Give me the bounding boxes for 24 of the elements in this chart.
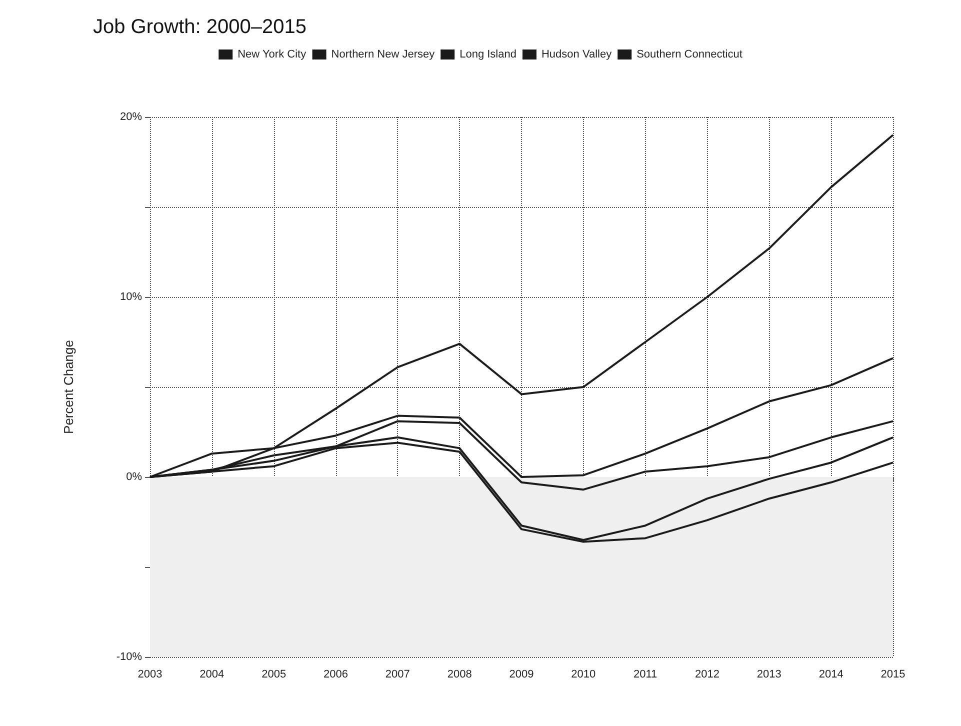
x-tick-label: 2004 — [200, 668, 224, 680]
y-axis-title: Percent Change — [61, 340, 76, 434]
x-tick-label: 2012 — [695, 668, 720, 680]
y-tick-label: 0% — [126, 471, 142, 483]
x-tick-label: 2015 — [880, 668, 906, 680]
legend-label: Hudson Valley — [541, 48, 612, 60]
x-tick-label: 2011 — [634, 668, 658, 680]
x-tick-label: 2010 — [571, 668, 596, 680]
x-tick-label: 2009 — [509, 668, 534, 680]
x-tick-label: 2007 — [385, 668, 410, 680]
x-tick-label: 2014 — [818, 668, 844, 680]
legend-label: New York City — [238, 48, 307, 60]
y-tick-label: 20% — [120, 111, 142, 123]
legend-label: Northern New Jersey — [331, 48, 436, 60]
x-tick-label: 2013 — [756, 668, 782, 680]
chart-title: Job Growth: 2000–2015 — [93, 16, 306, 38]
legend-label: Southern Connecticut — [636, 48, 742, 60]
y-tick-label: -10% — [116, 651, 142, 663]
x-tick-label: 2003 — [138, 668, 162, 680]
y-tick-label: 10% — [120, 291, 142, 303]
legend-label: Long Island — [460, 48, 516, 60]
x-tick-label: 2006 — [324, 668, 348, 680]
x-tick-label: 2008 — [447, 668, 472, 680]
x-tick-label: 2005 — [262, 668, 286, 680]
